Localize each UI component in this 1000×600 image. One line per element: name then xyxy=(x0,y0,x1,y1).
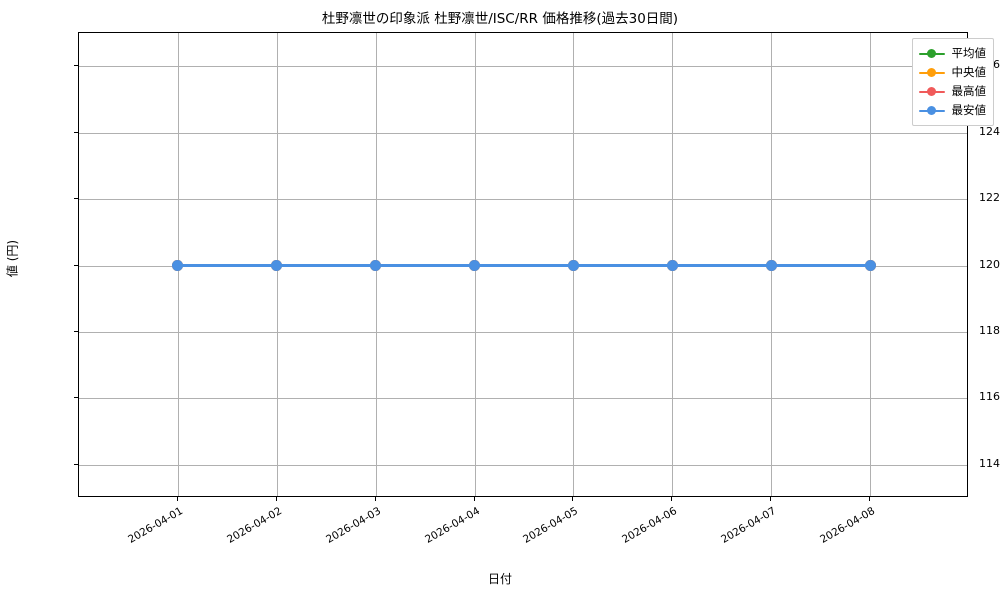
chart-title: 杜野凛世の印象派 杜野凛世/ISC/RR 価格推移(過去30日間) xyxy=(321,11,679,27)
gridline-horizontal xyxy=(79,66,967,68)
x-tick-mark xyxy=(473,497,475,501)
series-line-segment xyxy=(771,264,871,267)
legend-item[interactable]: 中央値 xyxy=(918,63,987,82)
data-point-marker xyxy=(864,260,876,271)
legend-item-label: 最安値 xyxy=(951,103,987,117)
legend-item[interactable]: 最高値 xyxy=(918,82,987,101)
y-tick-mark xyxy=(74,463,78,465)
series-line-segment xyxy=(177,264,277,267)
y-tick-mark xyxy=(74,330,78,332)
y-tick-mark xyxy=(74,198,78,200)
gridline-horizontal xyxy=(79,398,967,400)
series-line-segment xyxy=(573,264,673,267)
series-line-segment xyxy=(375,264,475,267)
y-tick-label: 114 xyxy=(979,456,1000,470)
legend-item-label: 最高値 xyxy=(951,84,987,98)
gridline-horizontal xyxy=(79,199,967,201)
x-tick-label: 2026-04-05 xyxy=(521,505,581,546)
x-axis-label: 日付 xyxy=(487,572,512,586)
x-tick-mark xyxy=(176,497,178,501)
legend-swatch-icon xyxy=(918,105,945,117)
legend-swatch-icon xyxy=(918,48,945,60)
x-tick-label: 2026-04-02 xyxy=(224,505,284,546)
series-line-segment xyxy=(672,264,772,267)
legend-item[interactable]: 平均値 xyxy=(918,44,987,63)
x-tick-mark xyxy=(572,497,574,501)
x-tick-mark xyxy=(374,497,376,501)
gridline-horizontal xyxy=(79,331,967,333)
gridline-horizontal xyxy=(79,464,967,466)
x-tick-mark xyxy=(869,497,871,501)
y-tick-mark xyxy=(74,264,78,266)
y-tick-label: 124 xyxy=(979,124,1000,138)
data-point-marker xyxy=(469,260,481,271)
y-tick-label: 122 xyxy=(979,191,1000,205)
x-tick-mark xyxy=(671,497,673,501)
legend-item[interactable]: 最安値 xyxy=(918,101,987,120)
series-line-segment xyxy=(276,264,376,267)
x-tick-label: 2026-04-03 xyxy=(323,505,383,546)
data-point-marker xyxy=(172,260,184,271)
y-axis-label: 値 (円) xyxy=(5,239,20,278)
x-tick-label: 2026-04-07 xyxy=(719,505,779,546)
plot-area xyxy=(78,32,968,497)
x-tick-label: 2026-04-04 xyxy=(422,505,482,546)
x-tick-label: 2026-04-08 xyxy=(818,505,878,546)
x-tick-mark xyxy=(770,497,772,501)
legend-item-label: 平均値 xyxy=(951,46,987,60)
y-tick-label: 118 xyxy=(979,323,1000,337)
x-tick-label: 2026-04-06 xyxy=(620,505,680,546)
legend-item-label: 中央値 xyxy=(951,65,987,79)
legend-swatch-icon xyxy=(918,86,945,98)
data-point-marker xyxy=(567,260,579,271)
chart-legend[interactable]: 平均値中央値最高値最安値 xyxy=(911,38,994,126)
x-tick-mark xyxy=(275,497,277,501)
legend-swatch-icon xyxy=(918,67,945,79)
y-tick-label: 116 xyxy=(979,390,1000,404)
y-tick-label: 120 xyxy=(979,257,1000,271)
x-tick-label: 2026-04-01 xyxy=(126,505,185,546)
data-point-marker xyxy=(765,260,777,271)
gridline-horizontal xyxy=(79,132,967,134)
data-point-marker xyxy=(370,260,382,271)
data-point-marker xyxy=(271,260,283,271)
y-tick-mark xyxy=(74,131,78,133)
series-line-segment xyxy=(474,264,574,267)
series-4 xyxy=(79,33,967,496)
y-tick-mark xyxy=(74,65,78,67)
data-point-marker xyxy=(666,260,678,271)
y-tick-mark xyxy=(74,397,78,399)
